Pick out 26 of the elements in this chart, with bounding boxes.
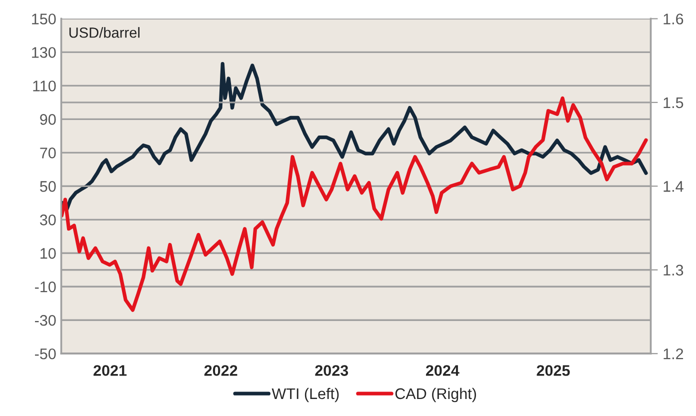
y-tick-label: -30 — [34, 314, 56, 326]
y-tick-label: 130 — [32, 47, 56, 58]
y-tick-label: 50 — [40, 181, 56, 192]
x-tick-label: 2021 — [94, 365, 127, 376]
y-tick-label: -10 — [34, 281, 56, 292]
legend-label: CAD (Right) — [395, 388, 476, 402]
line-series — [61, 96, 648, 312]
y2-tick-label: 1.6 — [664, 14, 684, 24]
x-tick-label: 2025 — [536, 365, 570, 376]
y2-tick-label: 1.5 — [664, 97, 684, 108]
y-tick-label: 150 — [32, 14, 56, 24]
y-tick-label: 30 — [40, 214, 56, 226]
x-tick-label: 2022 — [204, 365, 238, 376]
y-tick-label: 90 — [40, 114, 56, 125]
line-series — [61, 62, 648, 211]
legend-label: WTI (Left) — [272, 388, 339, 402]
annotation: USD/barrel — [69, 27, 140, 38]
y-tick-label: 10 — [40, 248, 56, 259]
y2-tick-label: 1.2 — [664, 348, 684, 360]
y-tick-label: -50 — [34, 348, 56, 360]
x-tick-label: 2023 — [315, 365, 348, 376]
y-tick-label: 110 — [33, 80, 56, 92]
x-tick-label: 2024 — [426, 365, 460, 376]
y-tick-label: 70 — [40, 148, 56, 158]
y2-tick-label: 1.3 — [664, 264, 684, 276]
y2-tick-label: 1.4 — [664, 181, 684, 192]
